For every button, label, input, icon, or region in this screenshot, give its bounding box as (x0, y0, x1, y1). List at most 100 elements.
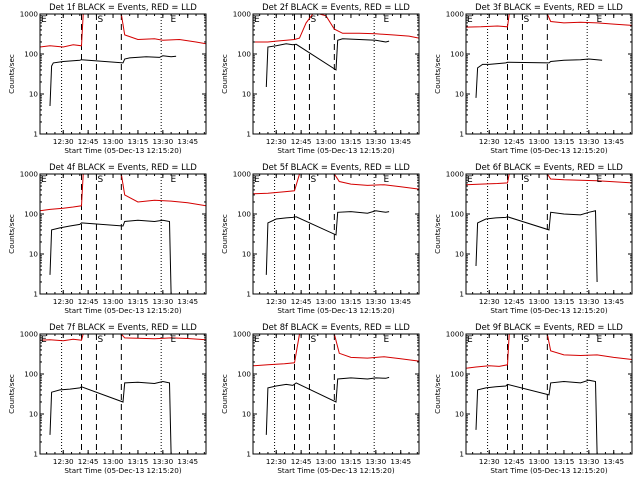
y-tick-label: 10 (29, 410, 39, 419)
x-tick-label: 13:30 (152, 457, 173, 466)
y-tick-label: 100 (24, 210, 38, 219)
x-tick-label: 13:15 (341, 457, 362, 466)
y-tick-label: 1000 (233, 170, 252, 179)
y-tick-label: 1 (246, 450, 251, 459)
y-tick-label: 1000 (446, 330, 465, 339)
lld-series-line (466, 13, 632, 28)
x-tick-label: 13:00 (316, 137, 337, 146)
plot-frame (39, 173, 207, 295)
y-tick-label: 1 (246, 290, 251, 299)
chart-panel-2: Det 2f BLACK = Events, RED = LLD E S E 1 10 10… (213, 0, 426, 160)
event-marker-label: S (97, 175, 103, 185)
chart-panel-4: Det 4f BLACK = Events, RED = LLD E S E 1 10 10… (0, 160, 213, 320)
y-tick-label: 100 (450, 50, 464, 59)
x-axis-label: Start Time (05-Dec-13 12:15:20) (64, 466, 181, 475)
x-tick-label: 13:45 (177, 457, 198, 466)
event-marker-label: S (523, 15, 529, 25)
y-tick-label: 1000 (233, 10, 252, 19)
x-axis-label: Start Time (05-Dec-13 12:15:20) (277, 466, 394, 475)
chart-title: Det 3f BLACK = Events, RED = LLD (475, 2, 623, 12)
plot-frame (252, 173, 420, 295)
plot-frame (39, 13, 207, 135)
y-tick-label: 1000 (20, 170, 39, 179)
y-tick-label: 10 (455, 250, 465, 259)
events-series-line (475, 379, 598, 454)
x-tick-label: 13:45 (603, 137, 624, 146)
chart-panel-7: Det 7f BLACK = Events, RED = LLD E S E 1 10 10… (0, 320, 213, 480)
x-tick-label: 12:30 (479, 297, 500, 306)
event-marker-label: S (523, 335, 529, 345)
y-tick-label: 10 (455, 410, 465, 419)
events-series-line (49, 380, 172, 454)
x-tick-label: 13:45 (603, 297, 624, 306)
lld-series-line (40, 173, 206, 212)
events-series-line (49, 219, 172, 294)
event-marker-label: E (467, 175, 473, 185)
event-marker-label: S (523, 175, 529, 185)
x-tick-label: 13:15 (128, 457, 149, 466)
event-marker-label: E (383, 15, 389, 25)
x-tick-label: 13:30 (365, 297, 386, 306)
lld-series-line (253, 333, 419, 367)
y-axis-label: Counts/sec (433, 374, 442, 414)
y-tick-label: 1000 (446, 170, 465, 179)
plot-frame (252, 13, 420, 135)
event-marker-label: E (41, 15, 47, 25)
x-tick-label: 13:45 (177, 137, 198, 146)
x-axis-label: Start Time (05-Dec-13 12:15:20) (64, 146, 181, 155)
x-axis-label: Start Time (05-Dec-13 12:15:20) (490, 466, 607, 475)
x-axis-label: Start Time (05-Dec-13 12:15:20) (277, 146, 394, 155)
chart-panel-3: Det 3f BLACK = Events, RED = LLD E S E 1 10 10… (426, 0, 639, 160)
event-marker-label: E (254, 335, 260, 345)
x-tick-label: 12:45 (291, 137, 312, 146)
x-tick-label: 13:30 (152, 297, 173, 306)
x-tick-label: 12:30 (266, 137, 287, 146)
chart-panel-1: Det 1f BLACK = Events, RED = LLD E S E 1 10 10… (0, 0, 213, 160)
lld-series-line (253, 173, 419, 195)
y-axis-label: Counts/sec (433, 54, 442, 94)
y-tick-label: 100 (237, 50, 251, 59)
x-tick-label: 13:15 (128, 137, 149, 146)
chart-title: Det 1f BLACK = Events, RED = LLD (49, 2, 197, 12)
x-tick-label: 13:15 (554, 297, 575, 306)
chart-title: Det 7f BLACK = Events, RED = LLD (49, 322, 197, 332)
y-axis-label: Counts/sec (433, 214, 442, 254)
x-tick-label: 13:30 (578, 297, 599, 306)
y-tick-label: 1 (459, 130, 464, 139)
x-tick-label: 12:45 (504, 137, 525, 146)
y-tick-label: 1 (33, 130, 38, 139)
event-marker-label: E (170, 335, 176, 345)
x-tick-label: 13:45 (603, 457, 624, 466)
x-tick-label: 13:30 (152, 137, 173, 146)
chart-title: Det 8f BLACK = Events, RED = LLD (262, 322, 410, 332)
chart-panel-9: Det 9f BLACK = Events, RED = LLD E S E 1 10 10… (426, 320, 639, 480)
y-tick-label: 10 (242, 410, 252, 419)
y-tick-label: 100 (237, 370, 251, 379)
event-marker-label: E (596, 335, 602, 345)
x-tick-label: 13:15 (128, 297, 149, 306)
lld-series-line (40, 333, 206, 342)
y-tick-label: 1000 (20, 330, 39, 339)
event-marker-label: E (467, 335, 473, 345)
events-series-line (265, 38, 390, 88)
x-tick-label: 12:45 (291, 457, 312, 466)
plot-frame (252, 333, 420, 455)
lld-series-line (40, 13, 206, 48)
y-axis-label: Counts/sec (7, 54, 16, 94)
event-marker-label: E (41, 335, 47, 345)
event-marker-label: S (310, 15, 316, 25)
y-tick-label: 1000 (20, 10, 39, 19)
events-series-line (475, 58, 603, 98)
event-marker-label: E (383, 335, 389, 345)
y-tick-label: 1 (246, 130, 251, 139)
event-marker-label: E (41, 175, 47, 185)
events-series-line (265, 210, 390, 275)
event-marker-label: E (596, 175, 602, 185)
event-marker-label: S (97, 15, 103, 25)
event-marker-label: E (170, 15, 176, 25)
x-tick-label: 13:45 (177, 297, 198, 306)
